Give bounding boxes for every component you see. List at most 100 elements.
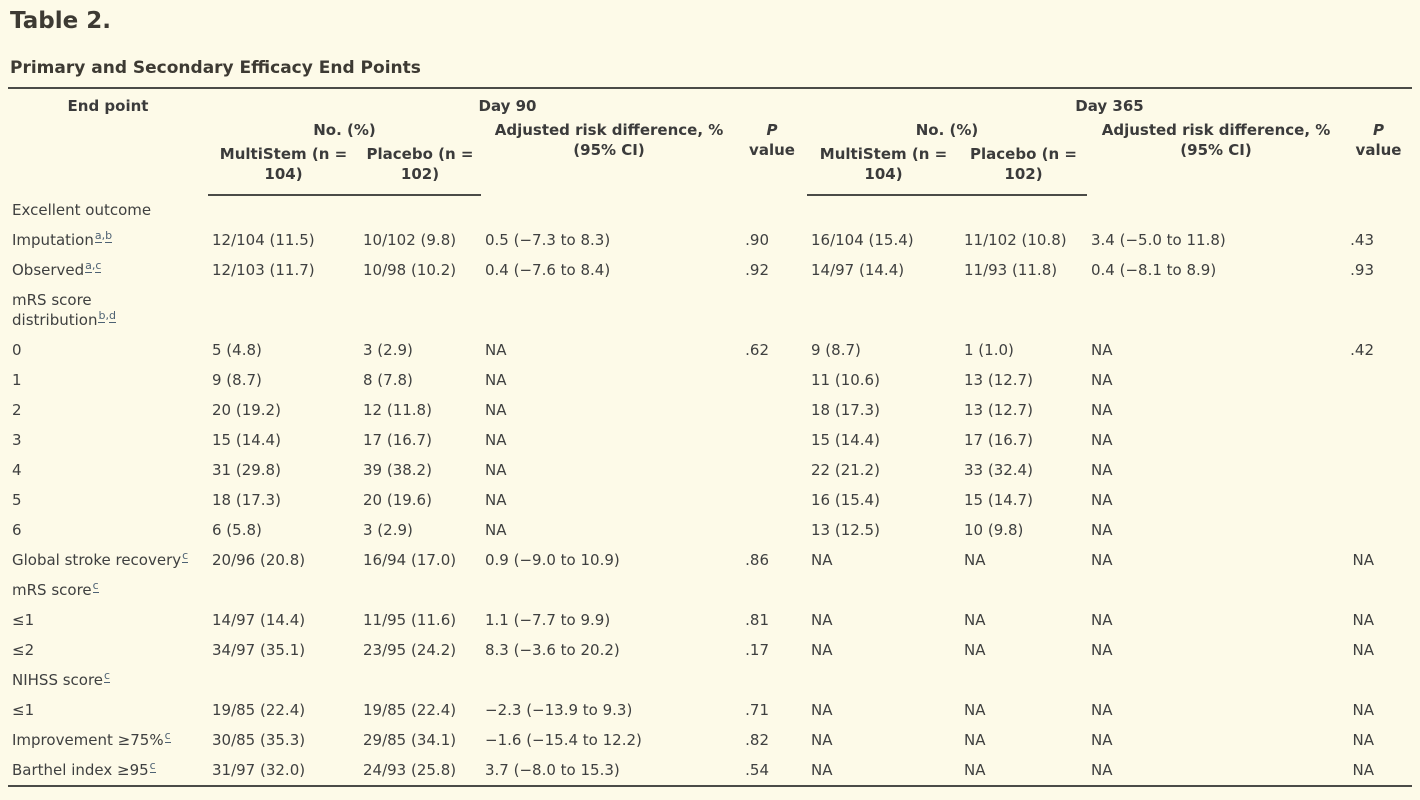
table-cell <box>737 365 807 395</box>
table-cell: 1 (1.0) <box>964 341 1014 359</box>
row-label-text: 5 <box>12 491 22 509</box>
footnote-link[interactable]: a,b <box>94 229 113 243</box>
table-cell <box>481 195 737 225</box>
footnote-letter[interactable]: c <box>182 549 189 563</box>
table-cell: 3 (2.9) <box>363 341 413 359</box>
table-cell: NA <box>485 461 507 479</box>
footnote-link[interactable]: c <box>92 579 99 593</box>
table-row: Imputationa,b 12/104 (11.5) 10/102 (9.8) 0.… <box>8 225 1412 255</box>
footnote-letter[interactable]: c <box>92 579 99 593</box>
table-cell: 6 (5.8) <box>212 521 262 539</box>
row-label: Barthel index ≥95c <box>8 755 208 786</box>
table-cell <box>1087 285 1345 335</box>
table-cell <box>208 285 359 335</box>
header-ard-day90: Adjusted risk difference, % (95% CI) <box>494 121 724 159</box>
row-label-text: ≤1 <box>12 611 35 629</box>
table-cell: NA <box>1091 641 1113 659</box>
row-label: 5 <box>8 485 208 515</box>
table-cell: 15 (14.4) <box>811 431 880 449</box>
table-cell: 24/93 (25.8) <box>363 761 457 779</box>
table-cell: NA <box>1091 491 1113 509</box>
table-row: 0 5 (4.8) 3 (2.9) NA .62 9 (8.7) 1 (1.0) NA .42 <box>8 335 1412 365</box>
efficacy-table: End point Day 90 Day 365 No. (%) Adjuste… <box>8 87 1412 787</box>
table-cell: NA <box>964 701 986 719</box>
row-label: 3 <box>8 425 208 455</box>
footnote-link[interactable]: c <box>104 669 111 683</box>
table-cell: NA <box>485 431 507 449</box>
table-cell: 5 (4.8) <box>212 341 262 359</box>
table-cell: NA <box>1352 611 1374 629</box>
footnote-link[interactable]: c <box>149 759 156 773</box>
header-no-pct-day90: No. (%) <box>313 121 376 139</box>
table-cell <box>208 665 359 695</box>
table-cell <box>807 665 960 695</box>
table-cell <box>1345 285 1412 335</box>
p-italic: P <box>1373 121 1384 139</box>
table-cell: NA <box>1091 461 1113 479</box>
table-cell <box>1345 425 1412 455</box>
row-label-text: 4 <box>12 461 22 479</box>
table-row: mRS scorec <box>8 575 1412 605</box>
footnote-letter[interactable]: b <box>105 229 113 243</box>
table-row: Excellent outcome <box>8 195 1412 225</box>
table-cell: 22 (21.2) <box>811 461 880 479</box>
table-cell <box>960 665 1087 695</box>
footnote-letter[interactable]: b <box>98 309 106 323</box>
table-cell <box>1345 195 1412 225</box>
table-cell: NA <box>1352 701 1374 719</box>
table-cell: 8 (7.8) <box>363 371 413 389</box>
table-cell: NA <box>964 611 986 629</box>
table-cell: 17 (16.7) <box>964 431 1033 449</box>
table-cell: .42 <box>1350 341 1374 359</box>
footnote-letter[interactable]: a <box>85 259 92 273</box>
table-cell <box>1087 575 1345 605</box>
table-cell: NA <box>811 641 833 659</box>
table-cell: 13 (12.7) <box>964 371 1033 389</box>
table-row: Observeda,c 12/103 (11.7) 10/98 (10.2) 0.4 … <box>8 255 1412 285</box>
footnote-letter[interactable]: d <box>108 309 116 323</box>
table-cell: .43 <box>1350 231 1374 249</box>
table-row: Global stroke recoveryc 20/96 (20.8) 16/94… <box>8 545 1412 575</box>
table-cell: NA <box>485 401 507 419</box>
table-cell: NA <box>811 761 833 779</box>
table-cell: NA <box>1091 701 1113 719</box>
table-cell: 13 (12.5) <box>811 521 880 539</box>
footnote-link[interactable]: a,c <box>85 259 102 273</box>
row-label: ≤1 <box>8 695 208 725</box>
table-cell: 14/97 (14.4) <box>811 261 905 279</box>
table-cell: NA <box>811 701 833 719</box>
footnote-letter[interactable]: c <box>149 759 156 773</box>
table-cell: 12/104 (11.5) <box>212 231 315 249</box>
table-cell <box>208 575 359 605</box>
header-placebo-day90: Placebo (n = 102) <box>359 142 481 196</box>
footnote-link[interactable]: b,d <box>98 309 116 323</box>
header-placebo-day365: Placebo (n = 102) <box>960 142 1087 196</box>
footnote-link[interactable]: c <box>182 549 189 563</box>
table-row: 6 6 (5.8) 3 (2.9) NA 13 (12.5) 10 (9.8) NA <box>8 515 1412 545</box>
row-label-text: Imputation <box>12 231 94 249</box>
table-cell: NA <box>811 731 833 749</box>
row-label: mRS score distributionb,d <box>8 285 208 335</box>
table-row: NIHSS scorec <box>8 665 1412 695</box>
row-label-text: 0 <box>12 341 22 359</box>
footnote-letter[interactable]: c <box>104 669 111 683</box>
table-cell: 39 (38.2) <box>363 461 432 479</box>
header-pvalue-day365: P value <box>1345 118 1412 195</box>
p-rest: value <box>749 141 795 159</box>
table-cell: .90 <box>745 231 769 249</box>
table-cell: 9 (8.7) <box>212 371 262 389</box>
row-label-text: 3 <box>12 431 22 449</box>
table-cell: 3.7 (−8.0 to 15.3) <box>485 761 620 779</box>
row-label: 6 <box>8 515 208 545</box>
row-label: Observeda,c <box>8 255 208 285</box>
row-label: Excellent outcome <box>8 195 208 225</box>
table-cell: NA <box>1091 431 1113 449</box>
table-cell: 15 (14.4) <box>212 431 281 449</box>
footnote-letter[interactable]: a <box>94 229 102 243</box>
table-cell <box>807 285 960 335</box>
footnote-link[interactable]: c <box>164 729 171 743</box>
footnote-letter[interactable]: c <box>95 259 102 273</box>
footnote-letter[interactable]: c <box>164 729 171 743</box>
row-label-text: 2 <box>12 401 22 419</box>
table-row: Improvement ≥75%c 30/85 (35.3) 29/85 (34.1… <box>8 725 1412 755</box>
